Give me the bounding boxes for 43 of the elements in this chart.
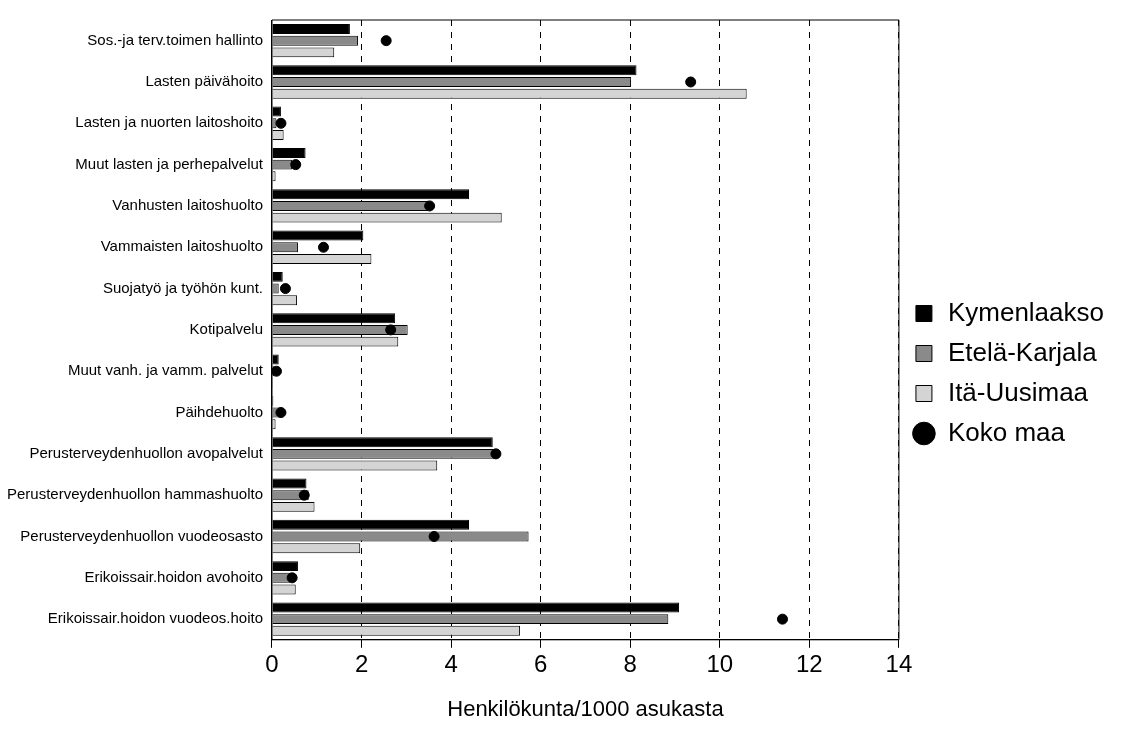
x-tick-label: 8 <box>623 649 637 677</box>
point <box>279 283 291 295</box>
y-tick-label: Erikoissair.hoidon vuodeos.hoito <box>47 609 263 627</box>
point <box>298 489 310 501</box>
y-tick-label: Kotipalvelu <box>189 320 263 338</box>
point <box>290 159 302 171</box>
y-tick-label: Muut vanh. ja vamm. palvelut <box>67 361 264 379</box>
point <box>385 324 397 336</box>
y-tick-label: Sos.-ja terv.toimen hallinto <box>87 30 263 48</box>
legend-label: Etelä-Karjala <box>947 336 1098 367</box>
y-tick-label: Lasten ja nuorten laitoshoito <box>75 113 263 131</box>
point <box>424 200 436 212</box>
y-tick-label: Perusterveydenhuollon vuodeosasto <box>20 526 263 544</box>
x-tick-label: 6 <box>534 649 548 677</box>
point <box>380 35 392 47</box>
point <box>275 407 287 419</box>
legend-label: Koko maa <box>947 416 1066 447</box>
x-tick-label: 12 <box>796 649 823 677</box>
x-axis-title: Henkilökunta/1000 asukasta <box>447 695 725 721</box>
point <box>275 117 287 129</box>
point <box>428 531 440 542</box>
y-tick-label: Vanhusten laitoshuolto <box>112 196 263 214</box>
legend-label: Kymenlaakso <box>947 296 1104 327</box>
y-tick-label: Suojatyö ja työhön kunt. <box>102 278 263 296</box>
point <box>271 365 282 377</box>
x-tick-label: 0 <box>265 649 279 677</box>
point <box>776 613 788 625</box>
x-tick-label: 14 <box>885 649 913 677</box>
y-tick-label: Muut lasten ja perhepalvelut <box>75 154 264 172</box>
x-tick-label: 4 <box>444 649 458 677</box>
y-tick-label: Perusterveydenhuollon avopalvelut <box>29 444 264 461</box>
point <box>490 448 502 460</box>
legend-label: Itä-Uusimaa <box>947 376 1089 407</box>
x-tick-label: 10 <box>706 649 734 677</box>
point <box>286 572 298 584</box>
y-tick-label: Perusterveydenhuollon hammashuolto <box>6 485 263 503</box>
point <box>317 241 329 253</box>
y-tick-label: Erikoissair.hoidon avohoito <box>84 567 263 585</box>
y-tick-label: Vammaisten laitoshuolto <box>100 237 263 255</box>
x-tick-label: 2 <box>354 649 369 677</box>
y-tick-label: Päihdehuolto <box>175 402 263 420</box>
y-tick-label: Lasten päivähoito <box>145 72 263 90</box>
point <box>685 76 697 88</box>
